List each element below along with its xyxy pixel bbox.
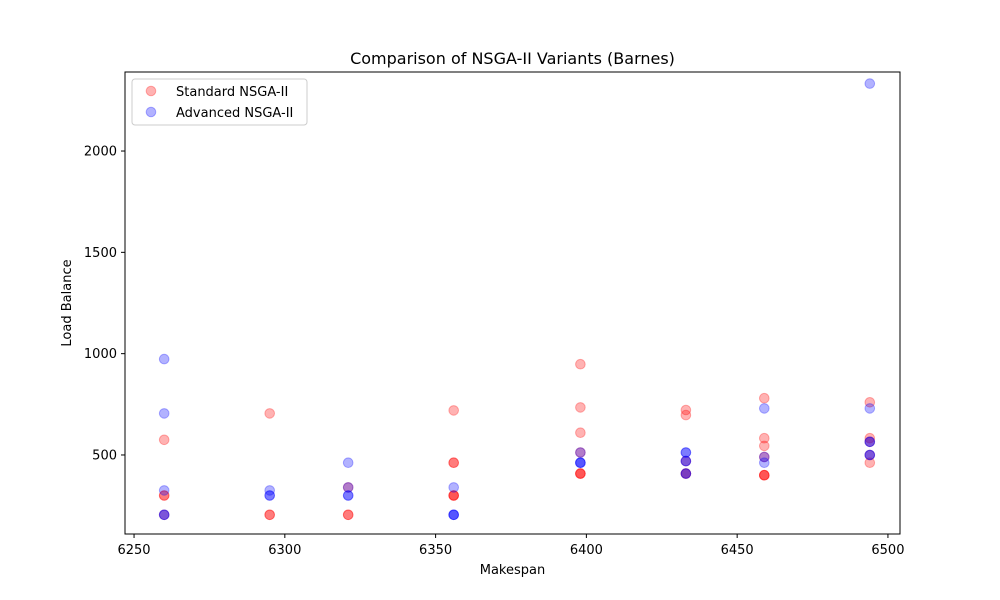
y-tick-label: 1500 [84,246,117,261]
data-point-advanced-32 [864,436,876,448]
data-point-standard-21 [575,468,586,479]
data-point-advanced-19 [575,457,586,469]
data-point-standard-37 [864,436,876,448]
data-point-standard-3 [158,509,170,521]
data-point-advanced-34 [864,449,876,461]
data-point-standard-7 [342,482,354,493]
data-point-standard-24 [680,409,692,421]
data-point-standard-28 [759,392,770,404]
data-point-standard-1 [158,490,170,501]
data-point-advanced-14 [448,509,460,521]
data-point-standard-31 [759,451,770,463]
data-point-advanced-3 [158,509,170,521]
data-point-advanced-26 [759,403,770,414]
data-point-standard-14 [448,490,460,501]
x-tick-label: 6300 [268,543,301,558]
data-point-standard-26 [680,468,692,479]
data-point-standard-10 [448,405,460,416]
data-point-advanced-25 [680,468,692,479]
data-point-advanced-9 [342,482,354,493]
chart-title: Comparison of NSGA-II Variants (Barnes) [350,49,675,68]
data-point-standard-25 [680,455,692,467]
data-point-advanced-24 [680,468,692,479]
data-point-advanced-7 [264,490,276,501]
data-point-advanced-31 [864,436,876,448]
data-point-standard-17 [575,402,586,413]
data-point-advanced-1 [158,408,170,419]
data-point-standard-35 [864,397,876,408]
x-axis-label: Makespan [480,563,545,578]
data-point-advanced-33 [864,449,876,461]
legend-marker-standard [145,85,157,97]
x-tick-label: 6400 [570,543,603,558]
data-point-standard-9 [342,509,354,521]
data-point-standard-33 [759,469,770,481]
legend-label-standard: Standard NSGA-II [176,85,288,100]
x-tick-label: 6500 [871,543,904,558]
data-point-advanced-27 [759,451,770,463]
data-point-standard-23 [680,404,692,416]
data-point-standard-39 [864,457,876,469]
data-point-advanced-17 [575,457,586,469]
data-point-advanced-13 [448,509,460,521]
data-point-advanced-30 [864,403,876,414]
legend-box [131,78,308,126]
data-point-standard-34 [759,469,770,481]
y-axis-ticks: 500 1000 1500 2000 [84,145,125,463]
data-point-standard-15 [448,490,460,501]
data-point-standard-29 [759,432,770,444]
y-tick-label: 2000 [84,145,117,160]
data-point-advanced-11 [342,490,354,501]
data-point-advanced-18 [575,457,586,469]
data-point-advanced-12 [448,482,460,493]
data-point-advanced-22 [680,455,692,467]
data-point-standard-36 [864,432,876,444]
data-point-standard-18 [575,427,586,439]
y-tick-label: 500 [92,448,117,463]
data-point-standard-0 [158,434,170,446]
data-point-standard-32 [759,469,770,481]
x-tick-label: 6250 [117,543,150,558]
data-point-standard-12 [448,457,460,469]
data-point-advanced-20 [680,447,692,458]
data-point-advanced-29 [864,78,876,89]
data-point-advanced-23 [680,455,692,467]
data-point-standard-5 [264,509,276,521]
plot-frame [124,71,901,535]
data-point-advanced-6 [264,490,276,501]
legend-marker-advanced [145,106,157,118]
data-point-advanced-8 [342,457,354,469]
data-point-standard-30 [759,440,770,452]
data-point-advanced-10 [342,490,354,501]
data-point-advanced-28 [759,457,770,469]
data-point-advanced-0 [158,353,170,365]
data-point-advanced-5 [264,485,276,496]
data-point-advanced-21 [680,447,692,458]
data-point-standard-16 [575,358,586,370]
data-point-advanced-2 [158,485,170,496]
data-point-standard-22 [575,468,586,479]
data-point-standard-8 [342,509,354,521]
data-point-advanced-16 [575,447,586,458]
data-point-advanced-15 [448,509,460,521]
data-point-standard-20 [575,468,586,479]
data-point-standard-27 [680,468,692,479]
data-point-advanced-4 [158,509,170,521]
data-point-standard-2 [158,490,170,501]
data-points [158,78,876,521]
legend: Standard NSGA-II Advanced NSGA-II [131,78,308,126]
x-axis-ticks: 6250 6300 6350 6400 6450 6500 [117,534,904,558]
x-tick-label: 6450 [721,543,754,558]
data-point-standard-38 [864,449,876,461]
legend-label-advanced: Advanced NSGA-II [176,106,293,121]
y-tick-label: 1000 [84,347,117,362]
data-point-standard-13 [448,490,460,501]
data-point-standard-19 [575,447,586,458]
data-point-standard-11 [448,457,460,469]
x-tick-label: 6350 [419,543,452,558]
data-point-standard-6 [264,509,276,521]
data-point-standard-4 [264,408,276,419]
y-axis-label: Load Balance [60,259,75,346]
